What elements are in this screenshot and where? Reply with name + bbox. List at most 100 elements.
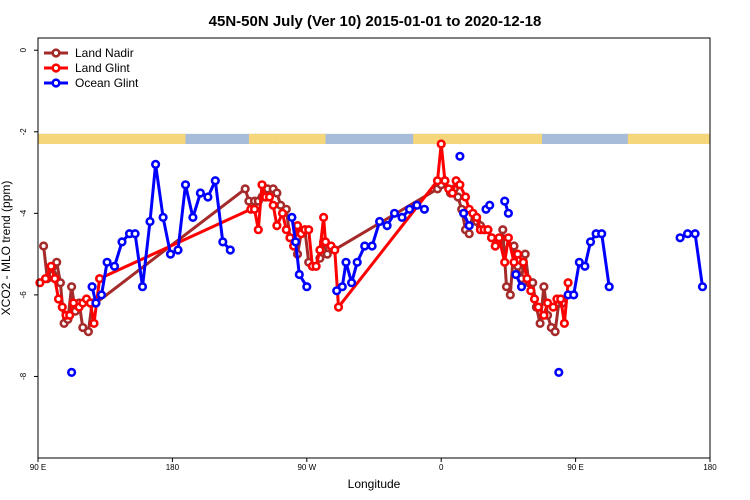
- data-point: [682, 229, 693, 239]
- data-point: [68, 298, 79, 308]
- data-point: [397, 212, 407, 222]
- data-point: [533, 302, 543, 312]
- data-point: [291, 237, 301, 247]
- data-point: [352, 257, 362, 267]
- data-point: [145, 216, 155, 227]
- data-point: [522, 274, 532, 284]
- data-point: [569, 290, 579, 300]
- data-point: [341, 257, 351, 267]
- series-2: [66, 151, 708, 378]
- land-band-segment: [248, 133, 277, 145]
- data-point: [332, 286, 342, 296]
- data-point: [319, 212, 329, 222]
- legend-entry: Land Nadir: [75, 46, 134, 60]
- data-point: [89, 318, 99, 329]
- data-point: [389, 208, 400, 218]
- data-point: [511, 269, 521, 280]
- data-point: [556, 294, 566, 304]
- data-point: [285, 233, 295, 243]
- data-point: [455, 151, 465, 161]
- data-point: [292, 221, 303, 231]
- series-layer: [35, 139, 708, 378]
- data-point: [180, 180, 191, 190]
- data-point: [117, 237, 127, 247]
- data-point: [130, 229, 140, 239]
- data-point: [526, 286, 536, 296]
- data-point: [529, 294, 540, 304]
- land-band-segment: [276, 133, 326, 145]
- land-band-segment: [413, 133, 542, 145]
- data-point: [505, 290, 515, 300]
- data-point: [459, 208, 469, 218]
- data-point: [503, 208, 514, 218]
- data-point: [419, 204, 430, 214]
- data-point: [65, 310, 75, 320]
- data-point: [268, 200, 278, 210]
- data-point: [277, 208, 288, 218]
- data-point: [322, 249, 332, 259]
- data-point: [158, 212, 168, 222]
- x-tick-label: 90 E: [30, 463, 46, 472]
- data-point: [518, 257, 528, 267]
- x-tick-label: 90 E: [567, 463, 583, 472]
- data-point: [210, 176, 220, 186]
- land-band-segment: [38, 133, 186, 145]
- data-point: [485, 200, 495, 210]
- land-band-segment: [627, 133, 710, 145]
- data-point: [498, 225, 508, 235]
- data-point: [320, 237, 331, 247]
- data-point: [483, 225, 493, 235]
- y-axis-label: XCO2 - MLO trend (ppm): [0, 181, 13, 316]
- data-point: [500, 257, 510, 267]
- x-tick-label: 180: [703, 463, 717, 472]
- data-point: [509, 257, 519, 267]
- data-point: [109, 261, 120, 271]
- data-point: [513, 249, 523, 259]
- data-point: [464, 221, 474, 231]
- series-1: [35, 139, 573, 329]
- data-point: [46, 261, 56, 271]
- data-point: [173, 245, 183, 255]
- data-point: [412, 200, 422, 210]
- land-mask-band: [38, 133, 710, 145]
- data-point: [50, 274, 60, 284]
- legend-swatch-marker: [51, 63, 61, 73]
- data-point: [304, 225, 314, 235]
- data-point: [253, 225, 263, 235]
- data-point: [287, 212, 297, 222]
- chart-title: 45N-50N July (Ver 10) 2015-01-01 to 2020…: [209, 13, 542, 30]
- data-point: [542, 298, 553, 308]
- data-point: [375, 216, 385, 227]
- data-point: [382, 221, 392, 231]
- data-point: [165, 249, 176, 259]
- data-point: [494, 233, 504, 243]
- data-point: [188, 212, 198, 222]
- data-point: [102, 257, 112, 267]
- x-tick-label: 90 W: [297, 463, 316, 472]
- ocean-band: [38, 133, 710, 145]
- data-point: [490, 241, 500, 251]
- data-point: [294, 269, 304, 280]
- data-point: [472, 212, 482, 222]
- x-tick-label: 180: [166, 463, 180, 472]
- data-point: [272, 221, 282, 231]
- legend-entry: Ocean Glint: [75, 76, 139, 90]
- x-axis-label: Longitude: [348, 477, 401, 491]
- x-axis: 90 E 180 90 W 0 90 E 180: [30, 458, 717, 472]
- data-point: [550, 327, 560, 337]
- data-point: [367, 241, 377, 251]
- data-point: [66, 367, 77, 378]
- data-point: [487, 233, 497, 243]
- data-point: [264, 192, 275, 202]
- data-point: [225, 245, 235, 255]
- data-point: [151, 159, 161, 169]
- data-point: [697, 282, 708, 292]
- data-point: [675, 233, 685, 243]
- data-point: [436, 139, 446, 149]
- data-point: [447, 188, 458, 198]
- data-point: [315, 245, 325, 255]
- data-point: [500, 196, 510, 206]
